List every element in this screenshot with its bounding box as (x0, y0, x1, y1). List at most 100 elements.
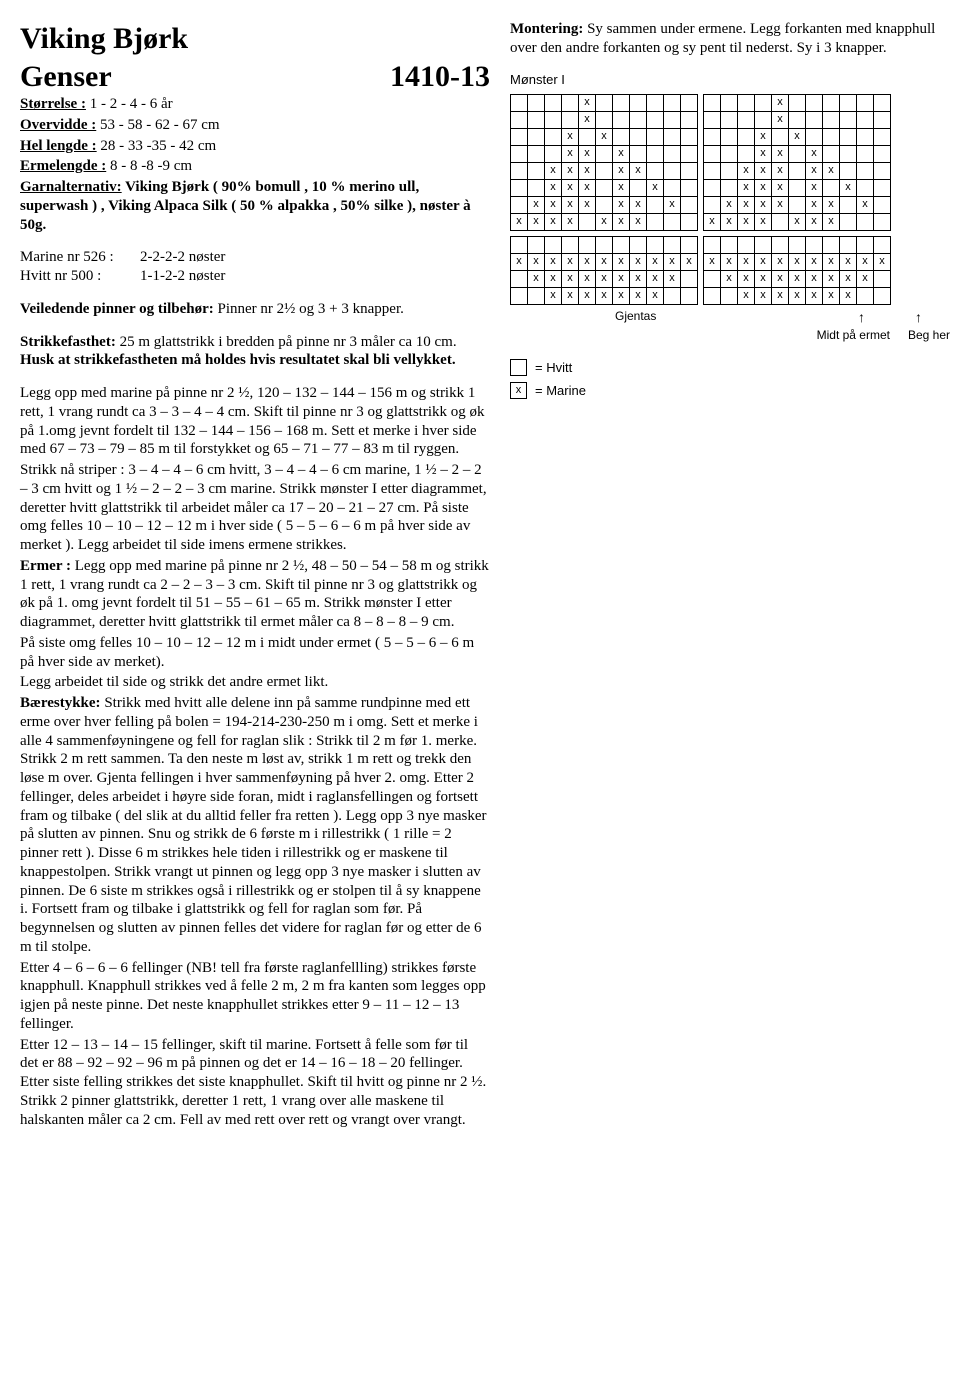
chart-cell: x (806, 270, 823, 287)
chart-cell (613, 94, 630, 111)
chart-cell (596, 236, 613, 253)
chart-cell (579, 236, 596, 253)
chart-cell (545, 145, 562, 162)
chart-cell: x (772, 145, 789, 162)
chart-cell (511, 128, 528, 145)
chart-cell: x (772, 162, 789, 179)
chart-cell (823, 179, 840, 196)
chart-cell (630, 94, 647, 111)
chart-cell: x (613, 213, 630, 230)
chart-cell: x (840, 179, 857, 196)
chart-cell (664, 236, 681, 253)
chart-cell: x (596, 213, 613, 230)
chart-cell (874, 287, 891, 304)
chart-cell (789, 111, 806, 128)
chart-cell (857, 145, 874, 162)
chart-cell: x (630, 287, 647, 304)
chart-cell: x (562, 162, 579, 179)
chart-cell (840, 94, 857, 111)
chart-cell (874, 196, 891, 213)
chart-cell (857, 179, 874, 196)
chart-cell: x (772, 94, 789, 111)
chart-cell (874, 128, 891, 145)
chart-cell: x (579, 253, 596, 270)
chart-cell: x (528, 213, 545, 230)
chart-cell: x (823, 270, 840, 287)
legend: = Hvitt x = Marine (510, 359, 950, 399)
pattern-subtitle: Genser (20, 58, 112, 96)
legend-hvitt-label: = Hvitt (535, 360, 572, 376)
chart-cell: x (823, 196, 840, 213)
chart-cell: x (755, 179, 772, 196)
chart-cell (704, 236, 721, 253)
chart-cell (840, 128, 857, 145)
legend-hvitt-square (510, 359, 527, 376)
chart-cell: x (738, 162, 755, 179)
chart-cell (664, 213, 681, 230)
chart-cell: x (857, 270, 874, 287)
chart-cell (874, 213, 891, 230)
chart-cell (704, 270, 721, 287)
chart-cell: x (772, 287, 789, 304)
chart-cell: x (806, 162, 823, 179)
chart-cell (704, 287, 721, 304)
chart-cell: x (647, 287, 664, 304)
chart-cell: x (647, 270, 664, 287)
chart-cell: x (789, 287, 806, 304)
chart-cell: x (772, 270, 789, 287)
chart-cell (681, 196, 698, 213)
chart-cell: x (664, 253, 681, 270)
gauge-label: Strikkefasthet: (20, 334, 116, 350)
chart-cell (511, 94, 528, 111)
chart-cell (874, 145, 891, 162)
chart-cell (874, 179, 891, 196)
marine-value: 2-2-2-2 nøster (140, 248, 225, 267)
ermer-text: Legg opp med marine på pinne nr 2 ½, 48 … (20, 558, 489, 630)
chart-cell: x (789, 128, 806, 145)
ermer-text3: Legg arbeidet til side og strikk det and… (20, 673, 490, 692)
chart-cell (823, 128, 840, 145)
chart-grid: xxxxxxxxxxxxxxxxxxxxxxxxxxxxxxxxxxxxxxxx… (510, 94, 891, 305)
chart-cell (647, 94, 664, 111)
chart-cell (613, 111, 630, 128)
needles-label: Veiledende pinner og tilbehør: (20, 301, 214, 317)
chart-cell (596, 196, 613, 213)
chart-cell: x (545, 196, 562, 213)
hel-lengde-label: Hel lengde : (20, 138, 97, 154)
chart-cell: x (613, 270, 630, 287)
montering-label: Montering: (510, 21, 583, 37)
chart-cell: x (545, 253, 562, 270)
chart-cell (681, 145, 698, 162)
chart-cell (789, 94, 806, 111)
chart-cell (721, 179, 738, 196)
chart-cell: x (738, 287, 755, 304)
chart-cell (721, 145, 738, 162)
chart-cell: x (664, 270, 681, 287)
ermelengde-label: Ermelengde : (20, 158, 106, 174)
chart-cell: x (528, 270, 545, 287)
chart-cell (806, 94, 823, 111)
chart-cell: x (806, 196, 823, 213)
chart-cell (857, 236, 874, 253)
chart-cell (874, 94, 891, 111)
chart-cell (664, 162, 681, 179)
chart-cell: x (579, 270, 596, 287)
ermer-label: Ermer : (20, 558, 71, 574)
chart-cell (840, 145, 857, 162)
chart-cell (613, 128, 630, 145)
chart-cell (647, 196, 664, 213)
chart-cell: x (755, 287, 772, 304)
chart-cell (596, 111, 613, 128)
chart-cell (647, 162, 664, 179)
chart-cell (704, 162, 721, 179)
chart-cell (664, 179, 681, 196)
chart-cell: x (511, 213, 528, 230)
chart-cell: x (579, 196, 596, 213)
chart-cell (874, 270, 891, 287)
chart-cell (681, 94, 698, 111)
chart-cell (721, 94, 738, 111)
chart-cell: x (738, 179, 755, 196)
chart-cell (840, 236, 857, 253)
chart-cell (681, 128, 698, 145)
chart-cell: x (562, 179, 579, 196)
